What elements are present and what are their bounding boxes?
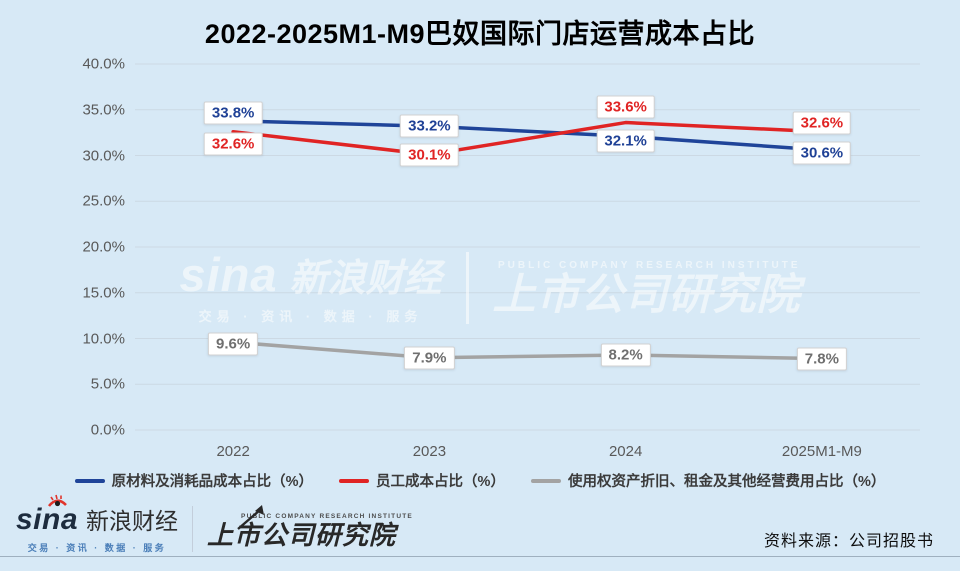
legend-swatch-blue <box>74 478 105 483</box>
data-label: 7.8% <box>796 347 847 371</box>
y-axis-tick: 0.0% <box>90 421 125 439</box>
legend-swatch-gray <box>530 478 561 483</box>
footer-brand: 新浪财经 <box>86 507 179 534</box>
chart-title: 2022-2025M1-M9巴奴国际门店运营成本占比 <box>204 19 756 49</box>
series-line-0 <box>231 118 824 152</box>
legend-item-rou-depreciation: 使用权资产折旧、租金及其他经营费用占比（%） <box>530 470 886 491</box>
y-axis-tick: 5.0% <box>90 375 125 393</box>
data-label: 32.1% <box>596 129 655 153</box>
arrow-up-icon <box>233 504 269 536</box>
y-axis-tick: 25.0% <box>82 192 125 210</box>
y-axis-tick: 10.0% <box>82 330 125 347</box>
data-label: 33.2% <box>400 114 459 138</box>
series-line-2 <box>231 340 824 361</box>
footer-institute: 上市公司研究院 <box>207 519 397 550</box>
y-axis-tick: 15.0% <box>82 284 125 302</box>
data-label: 33.6% <box>596 95 655 119</box>
data-label: 30.6% <box>792 141 852 165</box>
legend-swatch-red <box>339 478 370 483</box>
footer-sina-logo: sina <box>16 502 79 536</box>
x-axis-label: 2022 <box>216 443 250 460</box>
footer-logo: sina 新浪财经 交易 · 资讯 · 数据 · 服务 PUBLIC COMPA… <box>16 494 413 556</box>
footer-sina-block: sina 新浪财经 交易 · 资讯 · 数据 · 服务 <box>16 494 179 554</box>
data-label: 7.9% <box>404 346 455 370</box>
legend-label: 员工成本占比（%） <box>376 474 505 490</box>
data-label: 33.8% <box>203 101 263 125</box>
footer-divider <box>192 506 194 552</box>
x-axis-label: 2023 <box>412 443 447 460</box>
legend-item-raw-materials: 原材料及消耗品成本占比（%） <box>74 470 314 491</box>
y-axis-tick: 20.0% <box>82 238 125 256</box>
data-label: 32.6% <box>203 132 263 156</box>
x-axis-label: 2025M1-M9 <box>781 443 862 460</box>
y-axis-tick: 30.0% <box>82 147 125 164</box>
legend-label: 原材料及消耗品成本占比（%） <box>111 474 314 490</box>
data-label: 30.1% <box>400 143 459 167</box>
series-line-1 <box>231 120 824 157</box>
legend-label: 使用权资产折旧、租金及其他经营费用占比（%） <box>567 474 886 490</box>
data-label: 32.6% <box>792 111 852 135</box>
footer-rule <box>0 556 960 557</box>
data-label: 8.2% <box>600 343 651 367</box>
footer-institute-en: PUBLIC COMPANY RESEARCH INSTITUTE <box>241 512 413 520</box>
footer-tagline: 交易 · 资讯 · 数据 · 服务 <box>27 542 167 553</box>
legend: 原材料及消耗品成本占比（%） 员工成本占比（%） 使用权资产折旧、租金及其他经营… <box>0 470 960 491</box>
y-axis-tick: 35.0% <box>82 101 125 119</box>
x-axis-label: 2024 <box>608 443 643 460</box>
data-label: 9.6% <box>208 332 259 356</box>
footer-institute-block: PUBLIC COMPANY RESEARCH INSTITUTE 上市公司研究… <box>207 504 413 550</box>
sina-eye-icon <box>46 494 68 514</box>
legend-item-staff-cost: 员工成本占比（%） <box>339 470 505 491</box>
data-source-text: 资料来源：公司招股书 <box>763 533 934 550</box>
y-axis-tick: 40.0% <box>82 55 125 73</box>
